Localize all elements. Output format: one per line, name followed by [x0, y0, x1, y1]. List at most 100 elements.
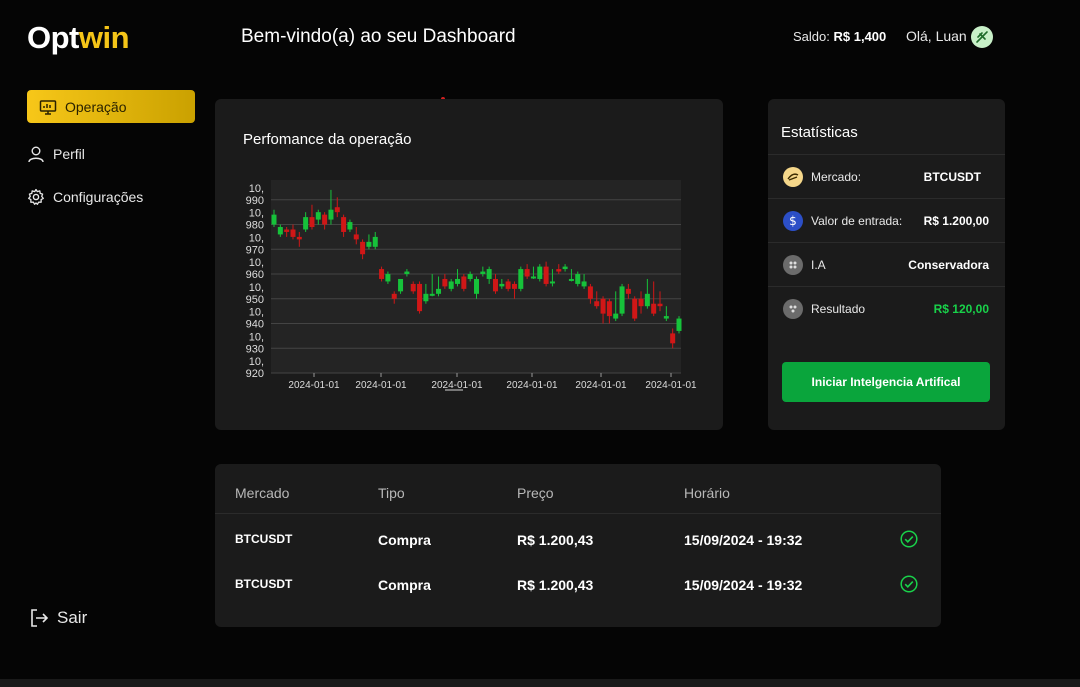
stat-row-mercado: Mercado: BTCUSDT: [768, 154, 1005, 198]
candle-up: [663, 316, 669, 319]
candle-down: [670, 333, 676, 344]
candle-up: [537, 266, 543, 279]
logo: Optwin: [27, 20, 130, 56]
logout-button[interactable]: Sair: [29, 608, 87, 628]
candle-down: [638, 298, 644, 307]
gear-icon: [28, 188, 44, 205]
candle-up: [271, 214, 277, 225]
balance-label: Saldo:: [793, 29, 830, 44]
avatar[interactable]: [971, 26, 993, 48]
sidebar-item-perfil[interactable]: Perfil: [27, 138, 95, 170]
robot-icon: [783, 254, 803, 275]
y-tick-label: 10, 920: [246, 356, 264, 380]
candle-down: [556, 269, 562, 272]
cell-preco: R$ 1.200,43: [517, 532, 594, 548]
candle-down: [296, 236, 302, 240]
x-tick-label: 2024-01-01: [288, 380, 340, 391]
candle-up: [315, 212, 321, 220]
y-tick-label: 10, 940: [246, 307, 264, 331]
candle-down: [461, 276, 467, 289]
candle-down: [353, 234, 359, 240]
sidebar-item-label: Operação: [65, 98, 127, 115]
sidebar-item-label: Configurações: [53, 189, 144, 205]
start-ai-button[interactable]: Iniciar Intelgencia Artifical: [782, 362, 990, 402]
avatar-icon: [976, 31, 988, 43]
candle-up: [455, 278, 461, 284]
candle-up: [474, 278, 479, 294]
y-tick-label: 10, 990: [246, 183, 264, 207]
x-tick-label: 2024-01-01: [506, 380, 558, 391]
scroll-indicator: [445, 389, 463, 391]
candle-down: [594, 301, 600, 307]
logout-icon: [31, 609, 49, 627]
stat-label: Valor de entrada:: [811, 213, 903, 228]
stat-label: Mercado:: [811, 169, 862, 184]
candle-down: [587, 286, 593, 299]
candle-down: [322, 214, 328, 225]
stat-label: I.A: [811, 257, 826, 272]
presentation-chart-icon: [39, 99, 57, 115]
candle-up: [423, 293, 429, 302]
candle-down: [600, 298, 606, 314]
candle-up: [277, 227, 283, 235]
candle-up: [619, 286, 625, 314]
candle-up: [480, 271, 486, 275]
result-icon: [783, 298, 803, 319]
candle-up: [613, 313, 619, 319]
column-header-tipo: Tipo: [378, 485, 405, 501]
candle-down: [341, 217, 347, 232]
candle-up: [486, 269, 492, 279]
stat-value: R$ 1.200,00: [923, 213, 989, 228]
candle-up: [644, 293, 650, 307]
cell-mercado: BTCUSDT: [235, 532, 293, 546]
candle-down: [625, 288, 631, 294]
bottom-strip: [0, 679, 1080, 687]
candle-up: [436, 288, 442, 294]
stat-row-valor-entrada: $ Valor de entrada: R$ 1.200,00: [768, 198, 1005, 242]
stat-value: R$ 120,00: [933, 301, 989, 316]
column-header-preco: Preço: [517, 485, 554, 501]
stat-label: Resultado: [811, 301, 866, 316]
candle-up: [499, 283, 505, 287]
candle-down: [290, 229, 296, 237]
candle-down: [309, 217, 315, 228]
header-divider: [215, 513, 941, 514]
candle-up: [549, 281, 555, 284]
y-tick-label: 10, 960: [246, 257, 264, 281]
stats-title: Estatísticas: [781, 124, 858, 141]
user-greeting: Olá, Luan: [906, 28, 967, 44]
candle-down: [417, 283, 423, 312]
sidebar-item-label: Perfil: [53, 146, 85, 162]
candle-down: [505, 281, 511, 289]
bitcoin-coin-icon: [783, 166, 803, 187]
column-header-mercado: Mercado: [235, 485, 290, 501]
candle-up: [429, 293, 435, 296]
y-tick-label: 10, 930: [246, 331, 264, 355]
candle-up: [328, 209, 334, 220]
candle-up: [372, 236, 378, 247]
logout-label: Sair: [57, 608, 88, 627]
x-tick-label: 2024-01-01: [355, 380, 407, 391]
candle-up: [448, 281, 454, 289]
dollar-coin-icon: $: [783, 210, 803, 231]
check-circle-icon: [900, 530, 918, 548]
chart-card: Perfomance da operação 10, 990 10, 980 10, 97…: [215, 99, 723, 430]
cell-tipo: Compra: [378, 532, 431, 548]
candle-down: [284, 229, 290, 232]
candle-up: [518, 269, 524, 289]
candle-up: [303, 217, 309, 230]
logo-text-opt: Opt: [27, 20, 79, 55]
user-icon: [28, 146, 44, 163]
cell-tipo: Compra: [378, 577, 431, 593]
sidebar-item-configuracoes[interactable]: Configurações: [27, 181, 153, 213]
x-tick-label: 2024-01-01: [431, 380, 483, 391]
candle-up: [568, 278, 574, 281]
candle-up: [366, 241, 372, 247]
cell-horario: 15/09/2024 - 19:32: [684, 532, 803, 548]
balance-value: R$ 1,400: [833, 29, 887, 44]
candle-down: [606, 301, 612, 317]
candle-up: [575, 274, 581, 284]
sidebar-item-operacao[interactable]: Operação: [27, 90, 195, 123]
logo-text-win: win: [78, 20, 130, 55]
